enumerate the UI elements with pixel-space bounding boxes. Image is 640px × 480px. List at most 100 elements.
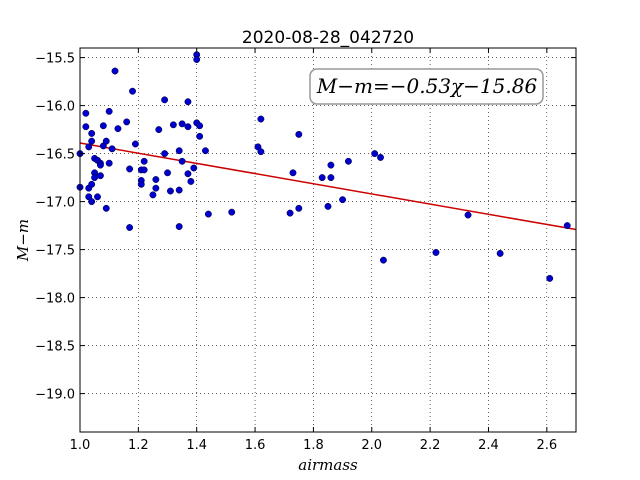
data-point — [257, 115, 265, 123]
data-point — [327, 161, 335, 169]
data-point — [82, 123, 90, 131]
fit-equation-box: M−m=−0.53χ−15.86 — [309, 68, 544, 105]
data-point — [204, 210, 212, 218]
data-point — [126, 165, 134, 173]
data-point — [96, 161, 104, 169]
data-point — [102, 204, 110, 212]
data-point — [152, 176, 160, 183]
data-point — [432, 249, 440, 256]
data-point — [140, 157, 148, 165]
data-point — [99, 122, 107, 130]
data-point — [196, 132, 204, 140]
y-tick-label: −19.0 — [35, 388, 75, 403]
x-tick-label: 2.0 — [361, 438, 382, 453]
data-point — [88, 129, 96, 137]
fit-equation-text: M−m=−0.53χ−15.86 — [316, 74, 538, 98]
plot-frame — [79, 47, 577, 433]
data-point — [339, 196, 347, 204]
data-point — [175, 186, 183, 194]
data-point — [190, 164, 198, 172]
y-tick-label: −15.5 — [35, 52, 75, 67]
x-tick-label: 1.4 — [186, 438, 207, 453]
data-point — [193, 56, 201, 63]
y-tick-label: −17.5 — [35, 244, 75, 259]
data-point — [137, 180, 145, 188]
data-point — [295, 204, 303, 212]
data-point — [169, 121, 177, 129]
data-point — [546, 274, 554, 282]
data-point — [228, 208, 236, 216]
data-point — [175, 223, 183, 231]
y-tick-label: −17.0 — [35, 196, 75, 211]
data-point — [88, 180, 96, 188]
data-point — [184, 123, 192, 131]
data-point — [161, 96, 169, 104]
data-point — [464, 211, 472, 219]
chart-title: 2020-08-28_042720 — [242, 28, 414, 48]
data-point — [344, 157, 352, 165]
data-point — [108, 145, 116, 153]
data-point — [289, 169, 297, 177]
y-axis-label: M−m — [14, 219, 32, 262]
x-tick-label: 2.2 — [420, 438, 441, 453]
y-tick-label: −18.0 — [35, 292, 75, 307]
x-tick-label: 1.2 — [128, 438, 149, 453]
data-point — [187, 177, 195, 185]
data-point — [88, 137, 96, 145]
x-tick-label: 1.0 — [70, 438, 91, 453]
data-point — [196, 122, 204, 130]
data-point — [123, 118, 131, 126]
data-point — [295, 130, 303, 138]
data-point — [105, 107, 113, 115]
x-tick-label: 2.4 — [478, 438, 499, 453]
data-point — [324, 202, 332, 210]
data-point — [126, 224, 134, 231]
data-point — [102, 137, 110, 145]
y-tick-label: −16.0 — [35, 100, 75, 115]
data-point — [131, 140, 139, 148]
data-point — [82, 109, 90, 117]
data-point — [178, 120, 186, 128]
data-point — [114, 125, 122, 133]
data-point — [111, 67, 119, 75]
data-point — [286, 209, 294, 217]
x-tick-label: 1.8 — [303, 438, 324, 453]
data-point — [379, 256, 387, 264]
data-point — [149, 191, 157, 199]
data-point — [91, 174, 99, 182]
fit-line-group — [79, 142, 577, 231]
data-point — [327, 174, 335, 182]
data-point — [166, 187, 174, 195]
grid — [79, 48, 576, 432]
data-point — [105, 159, 113, 167]
data-point — [175, 147, 183, 155]
x-tick-label: 2.6 — [536, 438, 557, 453]
x-axis-label: airmass — [298, 456, 358, 474]
data-point — [88, 198, 96, 206]
data-point — [152, 184, 160, 192]
data-point — [563, 222, 571, 230]
data-point — [257, 148, 265, 156]
data-point — [178, 157, 186, 165]
data-points — [76, 51, 571, 282]
y-tick-label: −16.5 — [35, 148, 75, 163]
data-point — [94, 193, 101, 201]
axis-ticks: 1.0 1.2 1.4 1.6 1.8 2.0 2.2 2.4 2.6 −15.5 −16.0 −16… — [35, 48, 576, 453]
data-point — [164, 169, 171, 177]
data-point — [377, 153, 384, 161]
data-point — [140, 166, 148, 174]
fit-line — [79, 142, 577, 231]
data-point — [96, 172, 104, 180]
data-point — [202, 147, 209, 155]
y-tick-label: −18.5 — [35, 340, 75, 355]
data-point — [318, 174, 326, 182]
data-point — [496, 249, 504, 257]
fit-equation-frame — [309, 68, 544, 105]
data-point — [371, 150, 379, 158]
data-point — [161, 150, 169, 158]
data-point — [85, 143, 93, 151]
data-point — [184, 170, 192, 178]
data-point — [129, 87, 136, 95]
data-point — [155, 126, 163, 134]
